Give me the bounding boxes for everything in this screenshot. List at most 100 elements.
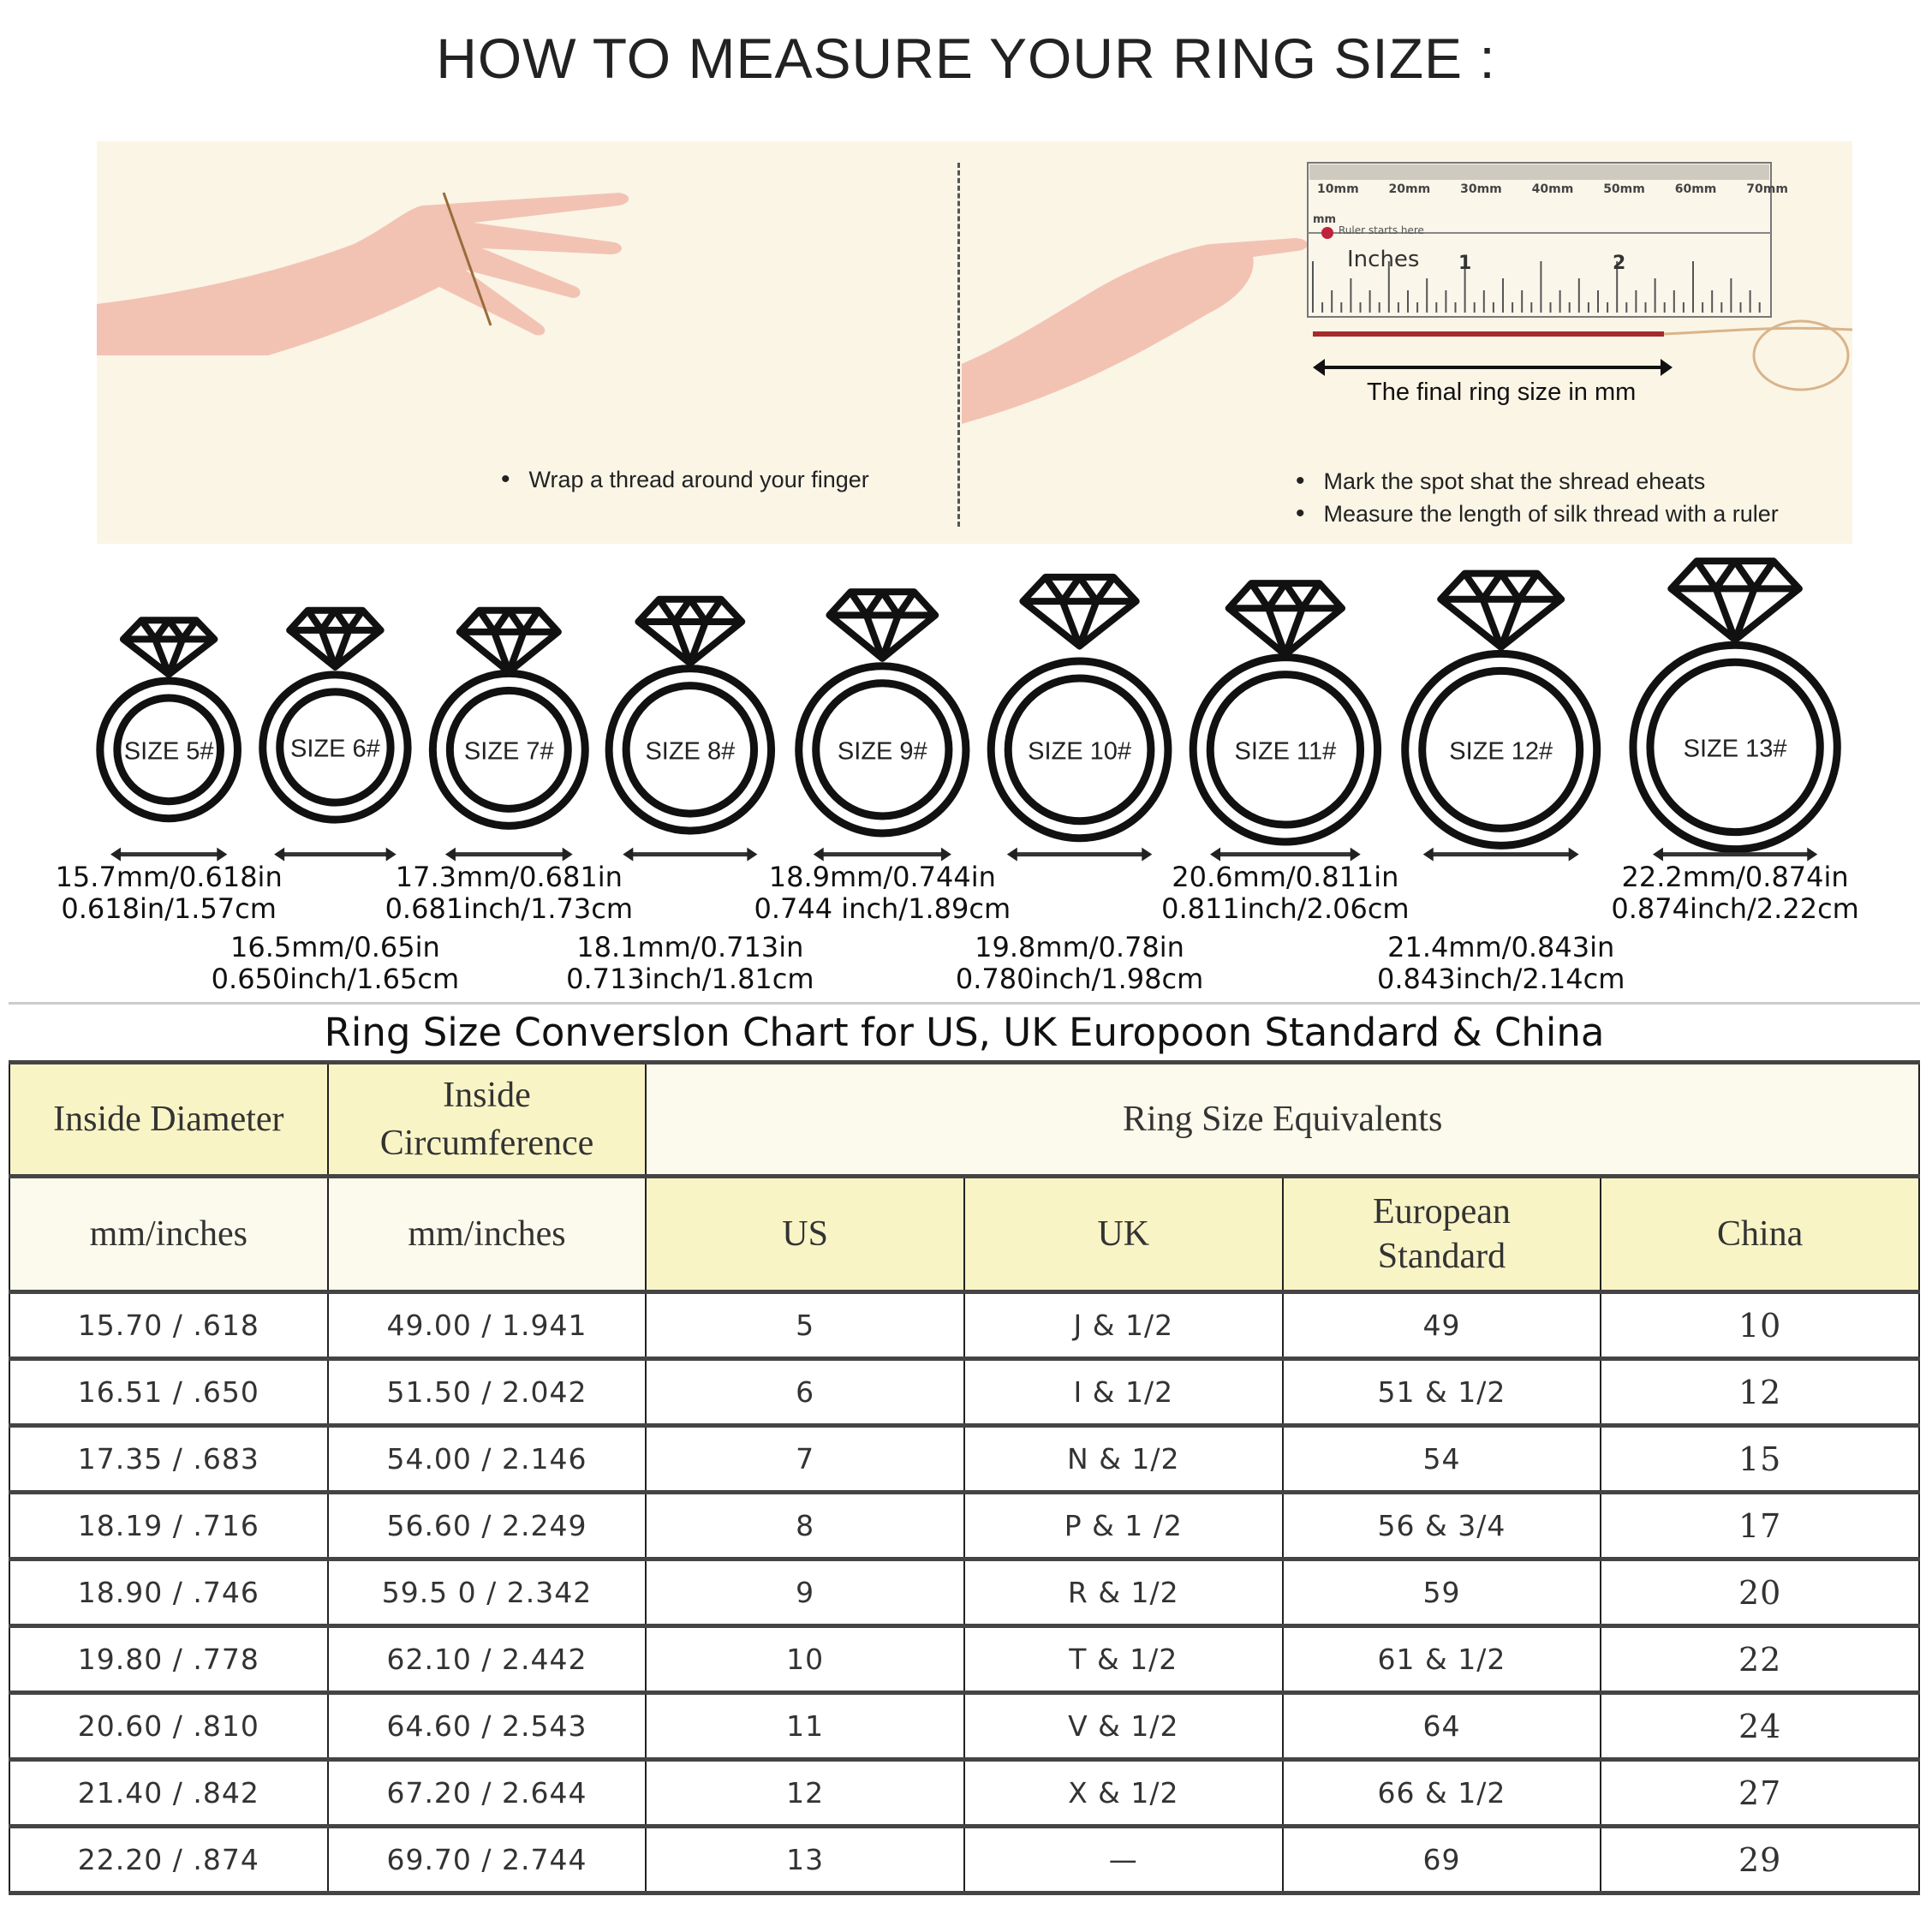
- table-row: 15.70 / .618 49.00 / 1.941 5 J & 1/2 49 10: [9, 1290, 1920, 1359]
- table-row: 21.40 / .842 67.20 / 2.644 12 X & 1/2 66 & 1…: [9, 1757, 1920, 1827]
- subheader-row: mm/inches mm/inches US UK European Stand…: [9, 1174, 1920, 1292]
- cell-european: 49: [1281, 1290, 1602, 1359]
- ring-icon: SIZE 6#: [259, 606, 412, 862]
- diamond-icon: [635, 595, 746, 667]
- ring-size-label: SIZE 6#: [290, 735, 380, 762]
- diamond-icon: [1667, 558, 1803, 644]
- mm-label: mm: [1313, 213, 1337, 226]
- cell-circumference: 51.50 / 2.042: [326, 1357, 647, 1426]
- table-row: 20.60 / .810 64.60 / 2.543 11 V & 1/2 64 24: [9, 1690, 1920, 1760]
- diamond-icon: [456, 606, 562, 676]
- table-body: 15.70 / .618 49.00 / 1.941 5 J & 1/2 49 10 16.…: [9, 1290, 1920, 1895]
- cell-us: 5: [645, 1290, 965, 1359]
- cell-circumference: 59.5 0 / 2.342: [326, 1557, 647, 1626]
- instructions-panel: 10mm 20mm 30mm 40mm 50mm 60mm 70mm mm Ru…: [97, 141, 1852, 544]
- cell-european: 64: [1281, 1690, 1602, 1760]
- ring-outer-band: [96, 677, 242, 823]
- ring-measurement-line1: 20.6mm/0.811in: [1172, 861, 1399, 893]
- ring-outer-band: [605, 665, 776, 835]
- page-title: HOW TO MEASURE YOUR RING SIZE :: [436, 27, 1496, 90]
- cell-china: 17: [1600, 1490, 1920, 1559]
- ring-inner-band: [445, 686, 572, 813]
- cell-european: 51 & 1/2: [1281, 1357, 1602, 1426]
- ring-size-label: SIZE 13#: [1684, 735, 1787, 762]
- cell-circumference: 49.00 / 1.941: [326, 1290, 647, 1359]
- subheader-us: US: [645, 1174, 965, 1292]
- cell-circumference: 69.70 / 2.744: [326, 1824, 647, 1895]
- cell-european: 69: [1281, 1824, 1602, 1895]
- mm-tick: 50mm: [1603, 182, 1645, 196]
- mm-tick-labels: 10mm 20mm 30mm 40mm 50mm 60mm 70mm: [1317, 182, 1788, 196]
- ruler-start-marker-icon: [1321, 227, 1333, 239]
- ring-inner-band: [1418, 666, 1584, 832]
- subheader-mm-inches: mm/inches: [326, 1174, 647, 1292]
- ring-measurement-line2: 0.780inch/1.98cm: [955, 963, 1204, 995]
- ring-measurement-line1: 22.2mm/0.874in: [1621, 861, 1849, 893]
- cell-diameter: 17.35 / .683: [9, 1423, 329, 1493]
- mm-tick: 40mm: [1531, 182, 1574, 196]
- cell-uk: I & 1/2: [963, 1357, 1284, 1426]
- ring-icon: SIZE 11#: [1189, 580, 1382, 862]
- cell-china: 24: [1600, 1690, 1920, 1760]
- cell-circumference: 62.10 / 2.442: [326, 1624, 647, 1693]
- ruler-start-note: Ruler starts here: [1339, 224, 1424, 236]
- ring-measurement-line2: 0.811inch/2.06cm: [1161, 892, 1410, 925]
- ring-measurement-line1: 16.5mm/0.65in: [230, 931, 440, 963]
- left-hand-icon: [97, 193, 629, 355]
- inch-tick: 1: [1458, 253, 1472, 274]
- diamond-icon: [1225, 580, 1346, 659]
- ring-size-label: SIZE 9#: [838, 737, 927, 765]
- chart-title: Ring Size Converslon Chart for US, UK Eu…: [9, 1002, 1920, 1061]
- table-row: 18.19 / .716 56.60 / 2.249 8 P & 1 /2 56 & 3…: [9, 1490, 1920, 1559]
- cell-china: 27: [1600, 1757, 1920, 1827]
- step-wrap-thread: Wrap a thread around your finger: [501, 465, 869, 494]
- ring-measurement-line1: 18.1mm/0.713in: [576, 931, 804, 963]
- cell-diameter: 22.20 / .874: [9, 1824, 329, 1895]
- ring-measurement-line2: 0.681inch/1.73cm: [385, 892, 634, 925]
- header-inside-diameter: Inside Diameter: [9, 1060, 329, 1177]
- table-row: 17.35 / .683 54.00 / 2.146 7 N & 1/2 54 15: [9, 1423, 1920, 1493]
- cell-european: 66 & 1/2: [1281, 1757, 1602, 1827]
- cell-circumference: 54.00 / 2.146: [326, 1423, 647, 1493]
- ring-inner-band: [1646, 658, 1824, 837]
- ring-measurement-line2: 0.713inch/1.81cm: [566, 963, 814, 995]
- header-inside-circumference: Inside Circumference: [326, 1060, 647, 1177]
- ring-measurement-line2: 0.650inch/1.65cm: [211, 963, 460, 995]
- ruler-caption: The final ring size in mm: [1367, 379, 1637, 406]
- cell-uk: N & 1/2: [963, 1423, 1284, 1493]
- cell-china: 20: [1600, 1557, 1920, 1626]
- ring-inner-band: [1004, 674, 1155, 826]
- cell-european: 56 & 3/4: [1281, 1490, 1602, 1559]
- diamond-icon: [286, 606, 385, 671]
- mm-tick: 20mm: [1388, 182, 1431, 196]
- mm-tick: 60mm: [1674, 182, 1717, 196]
- cell-diameter: 16.51 / .650: [9, 1357, 329, 1426]
- cell-uk: J & 1/2: [963, 1290, 1284, 1359]
- header-ring-size-equivalents: Ring Size Equivalents: [645, 1060, 1920, 1177]
- diamond-icon: [1437, 569, 1565, 651]
- header-row: Inside Diameter Inside Circumference Rin…: [9, 1060, 1920, 1177]
- ring-measurement-line2: 0.744 inch/1.89cm: [754, 892, 1011, 925]
- mm-tick: 10mm: [1317, 182, 1359, 196]
- header-inside-circumference-text: Inside Circumference: [379, 1076, 594, 1163]
- right-hand-icon: [962, 238, 1308, 424]
- ring-icon: SIZE 10#: [987, 573, 1172, 862]
- cell-uk: T & 1/2: [963, 1624, 1284, 1693]
- cell-uk: V & 1/2: [963, 1690, 1284, 1760]
- ring-outer-band: [795, 662, 970, 838]
- table-row: 19.80 / .778 62.10 / 2.442 10 T & 1/2 61 & 1…: [9, 1624, 1920, 1693]
- ring-measurement-line2: 0.843inch/2.14cm: [1376, 963, 1625, 995]
- ring-outer-band: [1401, 649, 1601, 850]
- subheader-mm-inches: mm/inches: [9, 1174, 329, 1292]
- panel-divider: [957, 163, 960, 527]
- ring-size-label: SIZE 8#: [645, 737, 735, 765]
- ring-outer-band: [259, 671, 412, 824]
- ring-measurement-line1: 15.7mm/0.618in: [55, 861, 283, 893]
- subheader-uk: UK: [963, 1174, 1284, 1292]
- cell-china: 12: [1600, 1357, 1920, 1426]
- cell-us: 8: [645, 1490, 965, 1559]
- cell-european: 59: [1281, 1557, 1602, 1626]
- cell-diameter: 18.90 / .746: [9, 1557, 329, 1626]
- ring-size-label: SIZE 12#: [1449, 737, 1553, 765]
- ring-inner-band: [113, 694, 224, 806]
